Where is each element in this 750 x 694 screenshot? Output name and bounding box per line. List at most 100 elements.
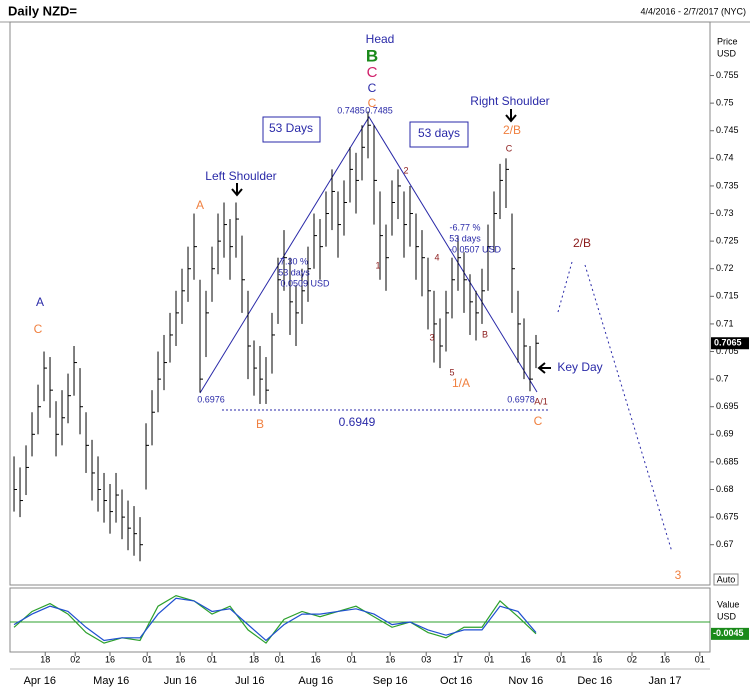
y-tick-label: 0.745 — [716, 125, 739, 135]
x-tick-label: 02 — [70, 654, 80, 664]
y-tick-label: 0.74 — [716, 153, 734, 163]
annotation: C — [367, 64, 378, 81]
y-tick-label: 0.705 — [716, 346, 739, 356]
y-tick-label: 0.68 — [716, 484, 734, 494]
annotation: Right Shoulder — [470, 94, 549, 108]
month-label: Dec 16 — [577, 675, 612, 687]
x-tick-label: 02 — [627, 654, 637, 664]
value-box — [711, 627, 749, 640]
y-tick-label: 0.67 — [716, 539, 734, 549]
x-tick-label: 18 — [40, 654, 50, 664]
price-label: 0.7065 — [714, 338, 742, 348]
y2-label: USD — [717, 611, 737, 621]
month-label: Oct 16 — [440, 675, 472, 687]
auto-button[interactable] — [713, 573, 739, 586]
x-tick-label: 16 — [521, 654, 531, 664]
x-tick-label: 01 — [142, 654, 152, 664]
annotation: B — [256, 417, 264, 431]
annotation: 53 days — [449, 233, 481, 243]
arrow — [231, 183, 243, 197]
x-tick-label: 18 — [249, 654, 259, 664]
y-tick-label: 0.71 — [716, 318, 734, 328]
annotation: Key Day — [557, 360, 602, 374]
y-tick-label: 0.715 — [716, 291, 739, 301]
y-label: Price — [717, 36, 738, 46]
annotation-box — [262, 116, 321, 143]
y-tick-label: 0.675 — [716, 511, 739, 521]
annotation: 0.6949 — [339, 415, 376, 429]
y-tick-label: 0.725 — [716, 236, 739, 246]
x-tick-label: 16 — [592, 654, 602, 664]
arrow — [505, 109, 517, 123]
x-tick-label: 01 — [695, 654, 705, 664]
oscillator-line — [13, 594, 537, 644]
chart-title: Daily NZD= — [8, 3, 77, 18]
annotation: 53 days — [418, 126, 460, 140]
y-label: USD — [717, 48, 737, 58]
annotation: 0.0509 USD — [280, 278, 330, 288]
annotation: C — [368, 81, 377, 95]
x-tick-label: 01 — [484, 654, 494, 664]
annotation: 0.7485 — [365, 105, 393, 115]
y2-label: Value — [717, 599, 739, 609]
annotation: A/1 — [534, 396, 548, 406]
annotation: 2 — [403, 165, 408, 175]
price-panel — [9, 21, 711, 586]
month-label: Jan 17 — [648, 675, 681, 687]
oscillator-panel — [9, 587, 711, 653]
x-tick-label: 01 — [207, 654, 217, 664]
y-tick-label: 0.7 — [716, 373, 729, 383]
x-tick-label: 16 — [311, 654, 321, 664]
annotation: -6.77 % — [449, 222, 480, 232]
y-tick-label: 0.695 — [716, 401, 739, 411]
annotation: 0.7485 — [337, 105, 365, 115]
y-tick-label: 0.73 — [716, 208, 734, 218]
x-tick-label: 17 — [453, 654, 463, 664]
annotation: 0.6978 — [507, 394, 535, 404]
y-tick-label: 0.75 — [716, 98, 734, 108]
x-tick-label: 16 — [175, 654, 185, 664]
month-label: Jul 16 — [235, 675, 264, 687]
annotation: C — [34, 322, 43, 336]
y-tick-label: 0.735 — [716, 180, 739, 190]
y-tick-label: 0.69 — [716, 429, 734, 439]
annotation: B — [482, 329, 488, 339]
projection — [557, 261, 573, 313]
y-tick-label: 0.755 — [716, 70, 739, 80]
annotation: 7.30 % — [280, 256, 308, 266]
month-label: Aug 16 — [298, 675, 333, 687]
annotation: -0.0507 USD — [449, 244, 502, 254]
chart-subtitle: 4/4/2016 - 2/7/2017 (NYC) — [640, 6, 746, 16]
month-label: Apr 16 — [24, 675, 56, 687]
annotation: 3 — [675, 568, 682, 582]
annotation: 1/A — [452, 376, 470, 390]
x-tick-label: 01 — [556, 654, 566, 664]
annotation: C — [506, 143, 513, 153]
annotation: 0.6976 — [197, 394, 225, 404]
annotation: 5 — [449, 367, 454, 377]
price-box — [711, 337, 749, 350]
month-label: May 16 — [93, 675, 129, 687]
x-tick-label: 03 — [421, 654, 431, 664]
arrow — [537, 362, 551, 374]
month-label: Nov 16 — [508, 675, 543, 687]
annotation: C — [368, 96, 377, 110]
annotation: A — [36, 295, 44, 309]
pattern-line — [199, 116, 538, 394]
annotation: Head — [366, 32, 395, 46]
annotation-box — [409, 121, 469, 148]
x-tick-label: 01 — [275, 654, 285, 664]
x-tick-label: 16 — [660, 654, 670, 664]
annotation: Left Shoulder — [205, 169, 276, 183]
auto-label: Auto — [717, 574, 736, 584]
annotation: 4 — [434, 252, 439, 262]
x-tick-label: 01 — [347, 654, 357, 664]
oscillator-line — [13, 597, 537, 642]
month-label: Sep 16 — [373, 675, 408, 687]
annotation: A — [196, 198, 204, 212]
annotation: 1 — [375, 260, 380, 270]
annotation: 53 days — [278, 267, 310, 277]
annotation: C — [534, 414, 543, 428]
y-tick-label: 0.72 — [716, 263, 734, 273]
